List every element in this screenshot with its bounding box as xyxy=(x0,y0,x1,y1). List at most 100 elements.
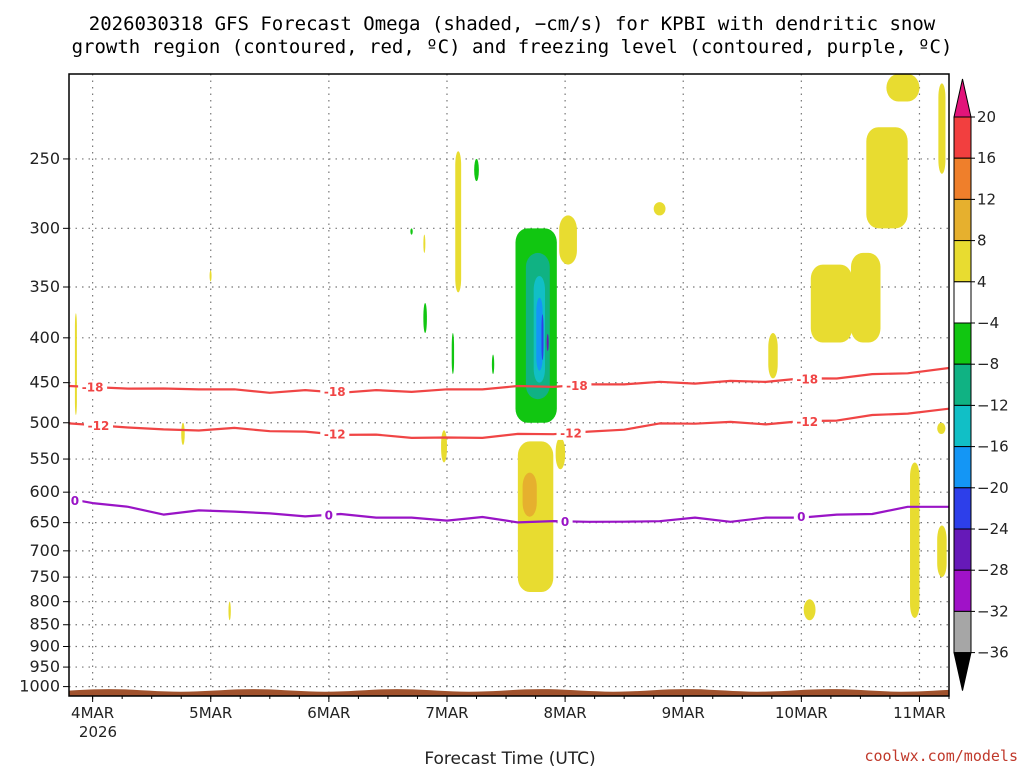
omega-region-23 xyxy=(803,599,816,621)
omega-region-17 xyxy=(768,333,778,379)
y-tick-label: 550 xyxy=(29,449,60,468)
y-tick-label: 350 xyxy=(29,277,60,296)
colorbar-tick-label: 4 xyxy=(977,273,987,291)
colorbar-segment xyxy=(953,116,972,159)
colorbar-segment xyxy=(953,157,972,200)
contour-label: 0 xyxy=(325,509,333,523)
x-tick-label: 6MAR xyxy=(307,704,350,722)
x-tick-label: 10MAR xyxy=(775,704,828,722)
x-tick-label: 5MAR xyxy=(189,704,232,722)
contour-label-bg xyxy=(557,514,573,529)
omega-region-18 xyxy=(810,264,853,343)
contour-label: 0 xyxy=(561,515,569,529)
omega-region-4 xyxy=(423,234,426,253)
temperature-contours: -18 -18 -18 -18 -12 -12 -12 -12 0 0 0 0 xyxy=(69,366,949,529)
contour-label-bg xyxy=(556,425,586,440)
contour-label-bg xyxy=(321,508,337,523)
contour-label-bg xyxy=(562,378,592,393)
contour-label-bg xyxy=(793,509,809,524)
contour-label: -18 xyxy=(566,379,588,393)
colorbar-tick-label: −36 xyxy=(977,644,1009,662)
y-tick-label: 700 xyxy=(29,541,60,560)
omega-region-6 xyxy=(474,158,479,182)
contour-label-bg xyxy=(320,384,350,399)
y-tick-label: 400 xyxy=(29,328,60,347)
omega-region-2 xyxy=(209,270,212,282)
colorbar-segment xyxy=(953,610,972,654)
omega-region-12 xyxy=(546,334,549,351)
y-tick-label: 250 xyxy=(29,149,60,168)
omega-region-1 xyxy=(181,422,185,445)
colorbar-segment xyxy=(953,569,972,612)
y-tick-label: 750 xyxy=(29,567,60,586)
contour-label: -12 xyxy=(324,427,346,441)
colorbar-segment xyxy=(953,198,972,242)
colorbar-tick-label: 20 xyxy=(977,108,996,126)
colorbar-segment xyxy=(953,281,972,324)
y-tick-label: 800 xyxy=(29,592,60,611)
colorbar-tick-label: 16 xyxy=(977,149,996,167)
omega-region-12 xyxy=(536,297,543,371)
x-tick-label: 11MAR xyxy=(893,704,946,722)
plot-area-border xyxy=(68,73,950,697)
omega-region-3 xyxy=(228,601,231,621)
x-axis-year: 2026 xyxy=(79,723,117,741)
omega-region-7 xyxy=(423,302,427,334)
omega-region-24 xyxy=(938,83,946,174)
contour-label: 0 xyxy=(797,510,805,524)
omega-region-0 xyxy=(74,313,77,416)
colorbar-bottom-arrow xyxy=(953,652,972,691)
y-tick-label: 650 xyxy=(29,513,60,532)
omega-region-12 xyxy=(541,314,544,361)
y-tick-label: 900 xyxy=(29,636,60,655)
credit-text: coolwx.com/models xyxy=(864,747,1018,765)
x-axis-label: Forecast Time (UTC) xyxy=(424,749,595,768)
contour-label-bg xyxy=(320,426,350,441)
y-tick-label: 450 xyxy=(29,373,60,392)
y-tick-label: 950 xyxy=(29,657,60,676)
omega-region-11 xyxy=(491,354,495,375)
colorbar-tick-label: 8 xyxy=(977,232,987,250)
omega-region-5 xyxy=(455,151,462,293)
omega-region-19 xyxy=(850,252,881,343)
contour-label: -18 xyxy=(82,381,104,395)
contour-label: 0 xyxy=(71,494,79,508)
colorbar-tick-label: −4 xyxy=(977,314,999,332)
omega-shading xyxy=(74,74,947,621)
contour-label-bg xyxy=(792,414,822,429)
colorbar-tick-label: −20 xyxy=(977,479,1009,497)
contour-label: -12 xyxy=(560,426,582,440)
terrain-ground xyxy=(69,689,949,696)
omega-region-13 xyxy=(522,472,537,517)
x-tick-label: 7MAR xyxy=(425,704,468,722)
y-tick-label: 1000 xyxy=(19,677,60,696)
colorbar-segment xyxy=(953,446,972,489)
y-axis-ticks: 250 300 350 400 450 500 550 600 650 700 750 800 850 9… xyxy=(19,149,69,696)
omega-region-26 xyxy=(937,422,946,435)
omega-region-10 xyxy=(441,430,447,463)
x-tick-label: 4MAR xyxy=(71,704,114,722)
chart-title-line1: 2026030318 GFS Forecast Omega (shaded, −… xyxy=(89,13,936,35)
colorbar-tick-label: −12 xyxy=(977,396,1009,414)
omega-region-16 xyxy=(653,202,666,216)
contour-label-bg xyxy=(84,418,114,433)
colorbar-tick-label: −16 xyxy=(977,438,1009,456)
y-tick-label: 300 xyxy=(29,218,60,237)
contour-label: -12 xyxy=(88,419,110,433)
colorbar-tick-label: 12 xyxy=(977,190,996,208)
colorbar-segment xyxy=(953,487,972,530)
omega-region-25 xyxy=(937,525,947,578)
colorbar-segment xyxy=(953,363,972,406)
colorbar-tick-label: −24 xyxy=(977,520,1009,538)
ground-fill xyxy=(69,689,949,696)
omega-region-14 xyxy=(555,437,566,470)
colorbar-segment xyxy=(953,322,972,365)
omega-region-20 xyxy=(866,127,908,229)
colorbar: 20 16 12 8 4 −4 −8 −12 −16 −20 −24 −28 −32 −36 xyxy=(953,78,1009,691)
colorbar-tick-label: −32 xyxy=(977,602,1009,620)
contour-label: -18 xyxy=(324,385,346,399)
colorbar-top-arrow xyxy=(953,78,972,118)
colorbar-tick-label: −8 xyxy=(977,355,999,373)
colorbar-segment xyxy=(953,240,972,283)
